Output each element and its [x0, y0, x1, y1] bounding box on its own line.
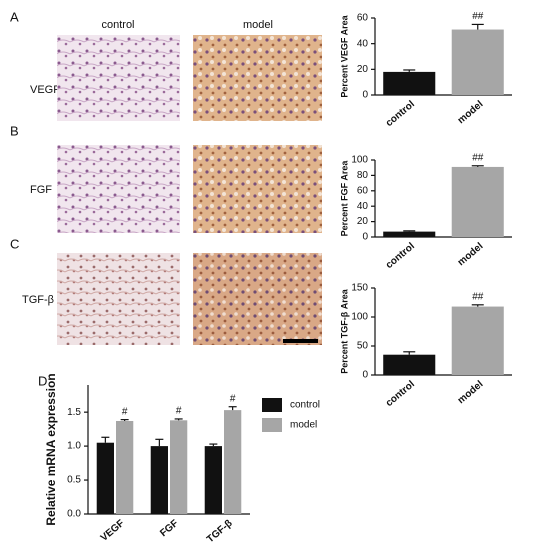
y-tick-label: 150 [351, 283, 368, 294]
y-tick-label: 0 [362, 370, 368, 381]
significance-mark: ## [472, 152, 484, 163]
y-tick-label: 40 [357, 38, 369, 49]
row-label: TGF-β [22, 294, 54, 306]
row-label: VEGF [30, 84, 60, 96]
y-axis-label: Percent VEGF Area [339, 14, 349, 97]
column-label: model [243, 19, 273, 31]
micrograph [193, 145, 322, 233]
panel-label: D [38, 373, 47, 388]
y-tick-label: 0.5 [67, 475, 81, 486]
significance-mark: ## [472, 11, 484, 22]
x-tick-label: control [384, 241, 417, 271]
significance-mark: ## [472, 291, 484, 302]
legend-swatch [262, 418, 282, 432]
y-axis-label: Relative mRNA expression [44, 373, 58, 525]
bar [204, 446, 222, 514]
y-tick-label: 100 [351, 312, 368, 323]
significance-mark: # [230, 393, 236, 404]
y-tick-label: 0 [362, 232, 368, 243]
y-tick-label: 20 [357, 64, 369, 75]
micrograph [193, 35, 322, 121]
bar [383, 231, 436, 237]
micrograph [57, 145, 180, 233]
micrograph [57, 35, 180, 121]
scale-bar [283, 339, 318, 343]
y-tick-label: 50 [357, 341, 369, 352]
y-tick-label: 0 [362, 90, 368, 101]
significance-mark: # [176, 406, 182, 417]
bar [116, 420, 134, 514]
x-tick-label: control [384, 99, 417, 129]
panel-label: B [10, 123, 19, 138]
x-tick-label: model [456, 241, 486, 268]
bar [383, 354, 436, 375]
column-label: control [101, 19, 134, 31]
bar [224, 410, 242, 514]
y-axis-label: Percent TGF-β Area [339, 288, 349, 374]
bar [96, 442, 114, 514]
y-tick-label: 1.5 [67, 407, 81, 418]
y-tick-label: 0.0 [67, 509, 81, 520]
y-tick-label: 80 [357, 170, 369, 181]
legend-swatch [262, 398, 282, 412]
x-tick-label: model [456, 99, 486, 126]
x-tick-label: VEGF [99, 518, 127, 544]
y-tick-label: 40 [357, 201, 369, 212]
y-tick-label: 1.0 [67, 441, 81, 452]
micrograph [193, 253, 322, 345]
micrograph [57, 253, 180, 345]
bar [170, 420, 188, 514]
legend-label: model [290, 420, 317, 431]
row-label: FGF [30, 184, 52, 196]
bar [451, 166, 504, 237]
y-tick-label: 60 [357, 13, 369, 24]
bar [150, 446, 168, 514]
significance-mark: # [122, 406, 128, 417]
bar [451, 29, 504, 95]
bar [383, 71, 436, 95]
x-tick-label: FGF [158, 518, 180, 539]
y-tick-label: 100 [351, 155, 368, 166]
panel-label: C [10, 236, 19, 251]
y-axis-label: Percent FGF Area [339, 160, 349, 237]
legend-label: control [290, 400, 320, 411]
y-tick-label: 60 [357, 185, 369, 196]
panel-label: A [10, 9, 19, 24]
x-tick-label: model [456, 379, 486, 406]
bar [451, 306, 504, 375]
y-tick-label: 20 [357, 216, 369, 227]
x-tick-label: control [384, 379, 417, 409]
x-tick-label: TGF-β [205, 518, 235, 545]
